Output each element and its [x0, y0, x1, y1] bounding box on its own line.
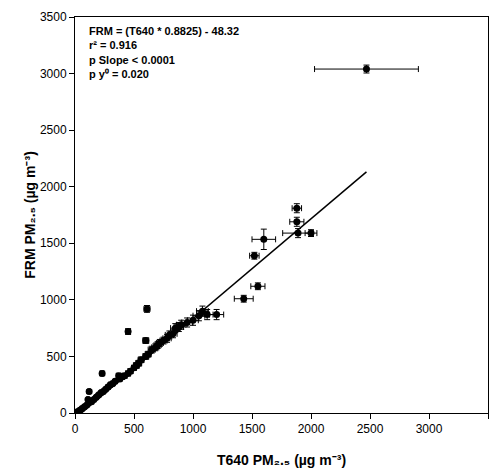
svg-text:1000: 1000	[40, 293, 67, 307]
svg-text:3500: 3500	[40, 10, 67, 24]
svg-text:2000: 2000	[298, 422, 325, 436]
svg-text:0: 0	[60, 406, 67, 420]
svg-text:FRM = (T640 * 0.8825) - 48.32r: FRM = (T640 * 0.8825) - 48.32r² = 0.916p…	[89, 25, 239, 80]
svg-text:2000: 2000	[40, 180, 67, 194]
svg-text:1000: 1000	[180, 422, 207, 436]
svg-text:2500: 2500	[40, 123, 67, 137]
svg-text:1500: 1500	[239, 422, 266, 436]
svg-text:3000: 3000	[40, 67, 67, 81]
svg-text:0: 0	[72, 422, 79, 436]
svg-text:1500: 1500	[40, 236, 67, 250]
svg-text:3000: 3000	[416, 422, 443, 436]
svg-text:2500: 2500	[357, 422, 384, 436]
svg-text:500: 500	[124, 422, 144, 436]
svg-text:500: 500	[47, 350, 67, 364]
svg-text:T640 PM₂.₅ (µg m⁻³): T640 PM₂.₅ (µg m⁻³)	[217, 452, 346, 468]
svg-text:FRM PM₂.₅ (µg m⁻³): FRM PM₂.₅ (µg m⁻³)	[22, 151, 38, 279]
